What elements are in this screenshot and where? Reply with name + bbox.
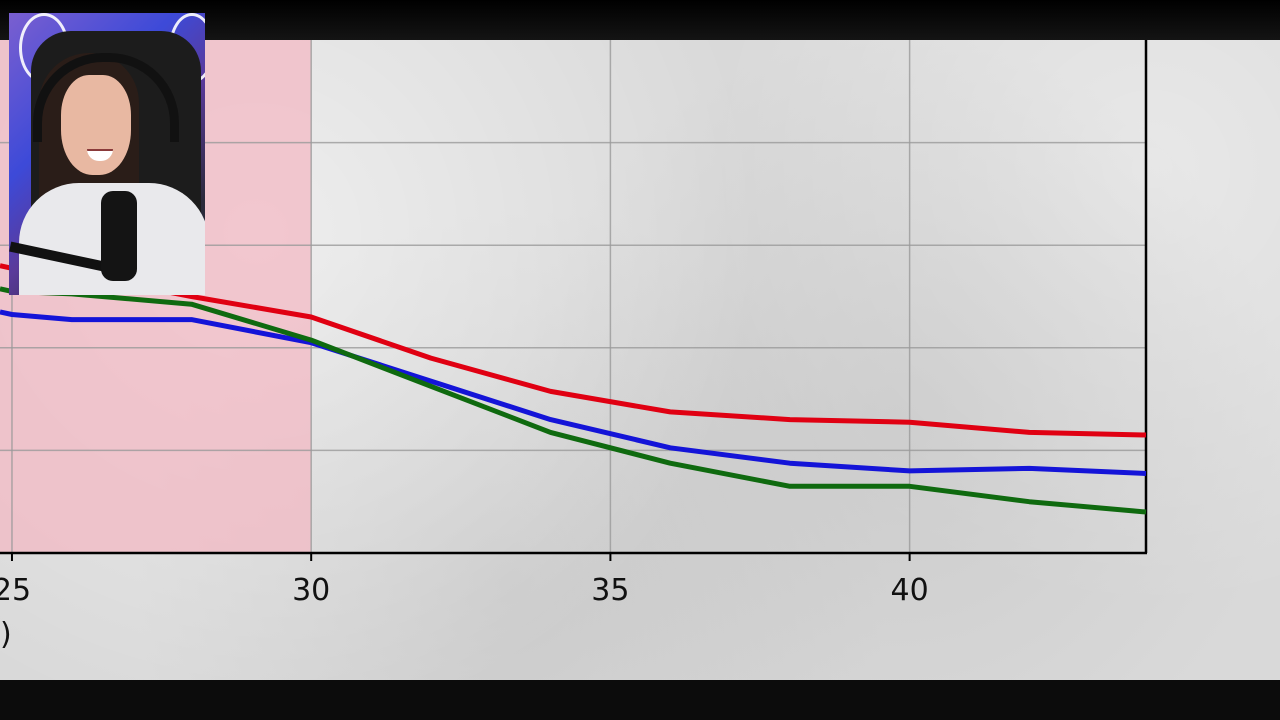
x-tick-label: 25	[0, 573, 31, 608]
headphones-icon	[33, 53, 179, 142]
streamer-smile	[87, 149, 113, 161]
x-axis-label-fragment: )	[0, 617, 12, 652]
series-line-2	[0, 309, 1147, 476]
x-tick-label: 40	[891, 573, 929, 608]
top-letterbox-bar	[0, 0, 1280, 40]
x-tick-label: 35	[591, 573, 629, 608]
x-tick-label: 30	[292, 573, 330, 608]
microphone-icon	[101, 191, 137, 281]
bottom-letterbox-bar	[0, 680, 1280, 720]
webcam-overlay	[9, 13, 205, 295]
